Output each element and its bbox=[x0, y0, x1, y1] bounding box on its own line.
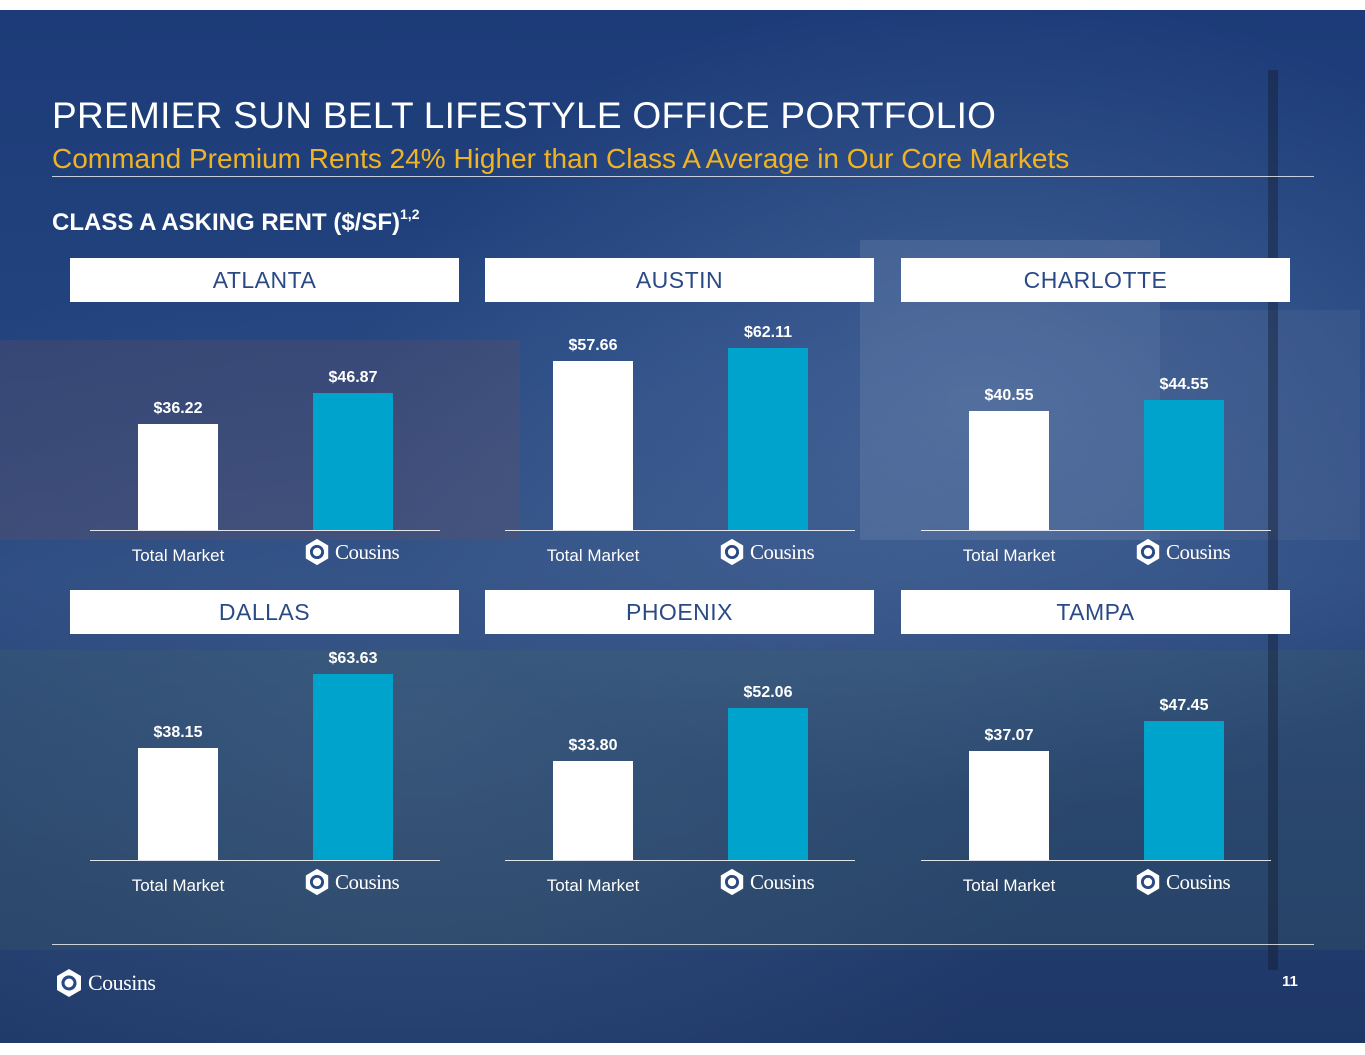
cousins-bar-phoenix bbox=[728, 708, 808, 860]
cousins-logo-word: Cousins bbox=[1166, 869, 1231, 894]
panel-title-atlanta: ATLANTA bbox=[70, 258, 459, 302]
category-label-cousins: Cousins bbox=[303, 868, 400, 896]
slide: PREMIER SUN BELT LIFESTYLE OFFICE PORTFO… bbox=[0, 10, 1365, 1043]
cousins-bar-charlotte bbox=[1144, 400, 1224, 530]
page-title: PREMIER SUN BELT LIFESTYLE OFFICE PORTFO… bbox=[52, 95, 997, 136]
cousins-bar-dallas bbox=[313, 674, 393, 860]
category-label-cousins: Cousins bbox=[718, 538, 815, 566]
data-label: $38.15 bbox=[153, 724, 203, 741]
background-light-pole bbox=[1268, 70, 1278, 970]
data-label: $52.06 bbox=[743, 684, 793, 701]
cousins-logo-word: Cousins bbox=[750, 539, 815, 564]
panel-title-dallas: DALLAS bbox=[70, 590, 459, 634]
market-bar-charlotte bbox=[969, 411, 1049, 530]
cousins-logo-icon bbox=[1136, 868, 1160, 896]
panel-title-phoenix: PHOENIX bbox=[485, 590, 874, 634]
chart-baseline bbox=[90, 860, 440, 861]
data-label: $36.22 bbox=[153, 400, 203, 417]
data-label: $46.87 bbox=[328, 369, 378, 386]
chart-baseline bbox=[90, 530, 440, 531]
section-title-text: CLASS A ASKING RENT ($/SF) bbox=[52, 209, 401, 236]
data-label: $33.80 bbox=[568, 737, 618, 754]
data-label: $47.45 bbox=[1159, 697, 1209, 714]
market-bar-dallas bbox=[138, 748, 218, 860]
category-label-market: Total Market bbox=[131, 546, 225, 565]
data-label: $40.55 bbox=[984, 387, 1034, 404]
market-bar-phoenix bbox=[553, 761, 633, 860]
data-label: $57.66 bbox=[568, 337, 618, 354]
cousins-logo-word: Cousins bbox=[335, 539, 400, 564]
footer-logo-word: Cousins bbox=[88, 970, 156, 995]
panel-title-tampa: TAMPA bbox=[901, 590, 1290, 634]
category-label-cousins: Cousins bbox=[718, 868, 815, 896]
cousins-logo-icon bbox=[720, 538, 744, 566]
cousins-logo-icon bbox=[720, 868, 744, 896]
cousins-logo-icon bbox=[305, 538, 329, 566]
bottom-divider bbox=[52, 944, 1314, 945]
category-label-market: Total Market bbox=[962, 876, 1056, 895]
cousins-logo-word: Cousins bbox=[1166, 539, 1231, 564]
chart-baseline bbox=[505, 860, 855, 861]
background-building-left bbox=[0, 340, 520, 540]
section-footnote-ref: 1,2 bbox=[400, 206, 420, 222]
cousins-bar-atlanta bbox=[313, 393, 393, 530]
cousins-logo-word: Cousins bbox=[750, 869, 815, 894]
category-label-market: Total Market bbox=[546, 546, 640, 565]
data-label: $44.55 bbox=[1159, 376, 1209, 393]
market-bar-austin bbox=[553, 361, 633, 530]
category-label-cousins: Cousins bbox=[1134, 538, 1231, 566]
data-label: $37.07 bbox=[984, 727, 1034, 744]
cousins-bar-tampa bbox=[1144, 721, 1224, 860]
panel-title-austin: AUSTIN bbox=[485, 258, 874, 302]
panel-title-charlotte: CHARLOTTE bbox=[901, 258, 1290, 302]
data-label: $62.11 bbox=[743, 324, 793, 341]
top-divider bbox=[52, 176, 1314, 177]
cousins-logo-icon bbox=[57, 969, 81, 997]
category-label-cousins: Cousins bbox=[303, 538, 400, 566]
cousins-logo-icon bbox=[305, 868, 329, 896]
market-bar-tampa bbox=[969, 751, 1049, 860]
cousins-bar-austin bbox=[728, 348, 808, 530]
chart-baseline bbox=[505, 530, 855, 531]
category-label-market: Total Market bbox=[546, 876, 640, 895]
data-label: $63.63 bbox=[328, 650, 378, 667]
category-label-market: Total Market bbox=[962, 546, 1056, 565]
category-label-market: Total Market bbox=[131, 876, 225, 895]
page-subtitle: Command Premium Rents 24% Higher than Cl… bbox=[52, 143, 1070, 174]
cousins-logo-word: Cousins bbox=[335, 869, 400, 894]
category-label-cousins: Cousins bbox=[1134, 868, 1231, 896]
cousins-logo-icon bbox=[1136, 538, 1160, 566]
section-title: CLASS A ASKING RENT ($/SF)1,2 bbox=[52, 206, 420, 237]
chart-baseline bbox=[921, 860, 1271, 861]
market-bar-atlanta bbox=[138, 424, 218, 530]
page-number: 11 bbox=[1282, 973, 1298, 990]
chart-baseline bbox=[921, 530, 1271, 531]
footer-logo: Cousins bbox=[54, 968, 156, 998]
